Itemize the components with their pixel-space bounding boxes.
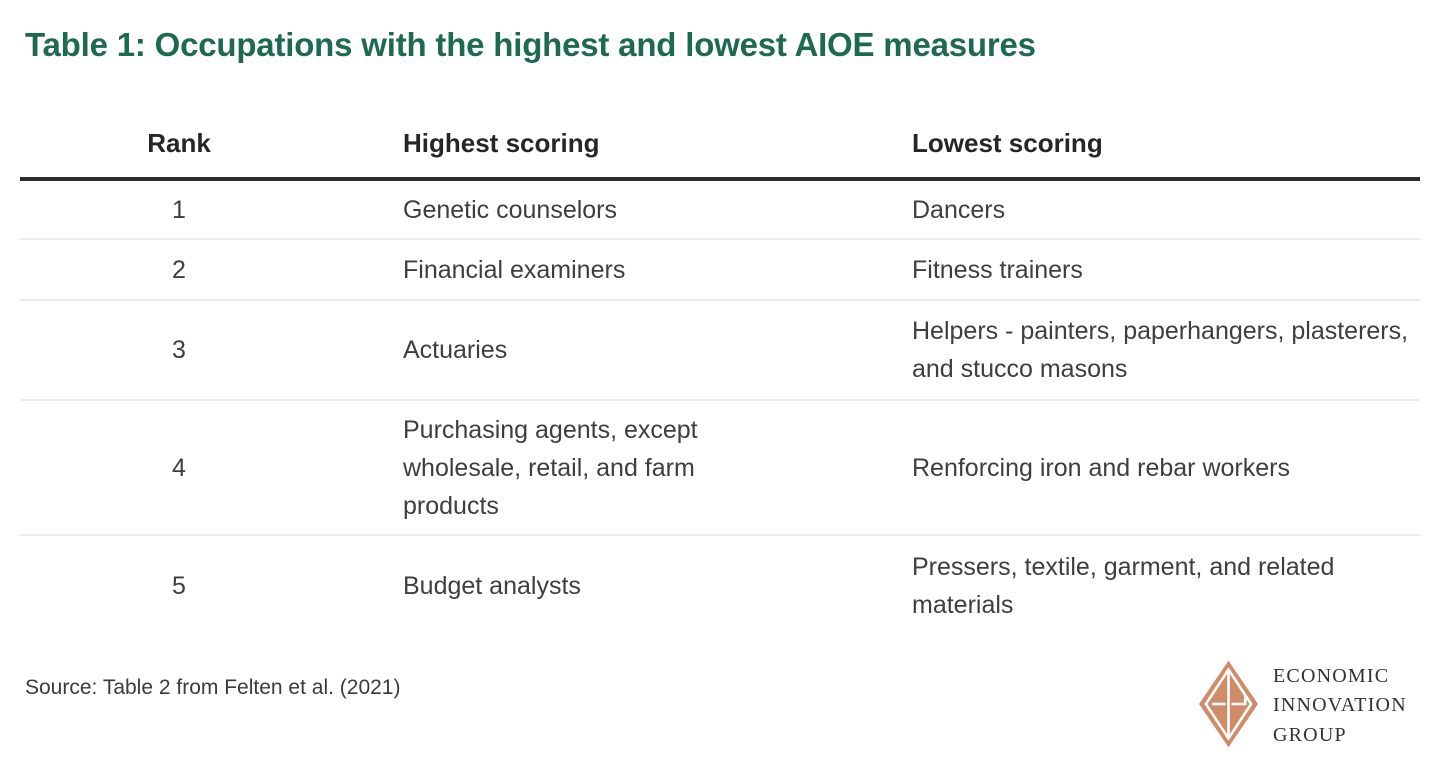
highest-scoring-cell: Financial examiners xyxy=(403,255,626,284)
eig-logo: ECONOMIC INNOVATION GROUP xyxy=(1199,660,1407,750)
table-body: 1 Genetic counselors Dancers 2 Financial… xyxy=(20,181,1420,636)
lowest-scoring-cell: Renforcing iron and rebar workers xyxy=(912,453,1290,482)
highest-scoring-cell: Genetic counselors xyxy=(403,195,618,224)
table-row: 2 Financial examiners Fitness trainers xyxy=(20,238,1420,299)
eig-wordmark-line: ECONOMIC xyxy=(1273,665,1390,687)
lowest-scoring-cell: Helpers - painters, paperhangers, plaste… xyxy=(912,317,1409,383)
highest-scoring-cell: Purchasing agents, except wholesale, ret… xyxy=(403,415,698,520)
table-row: 4 Purchasing agents, except wholesale, r… xyxy=(20,399,1420,534)
rank-cell: 1 xyxy=(172,195,186,224)
highest-scoring-cell: Budget analysts xyxy=(403,572,581,600)
rank-cell: 3 xyxy=(172,336,186,364)
eig-diamond-icon xyxy=(1199,660,1258,748)
column-header-highest: Highest scoring xyxy=(403,128,600,158)
page-title: Table 1: Occupations with the highest an… xyxy=(25,26,1036,63)
eig-wordmark-line: GROUP xyxy=(1273,723,1347,746)
table-row: 3 Actuaries Helpers - painters, paperhan… xyxy=(20,299,1420,399)
lowest-scoring-cell: Pressers, textile, garment, and related … xyxy=(912,553,1335,619)
lowest-scoring-cell: Fitness trainers xyxy=(912,255,1083,284)
source-note: Source: Table 2 from Felten et al. (2021… xyxy=(25,676,401,699)
table-row: 1 Genetic counselors Dancers xyxy=(20,181,1420,238)
eig-wordmark-line: INNOVATION xyxy=(1273,694,1407,717)
rank-cell: 5 xyxy=(172,572,186,600)
rank-cell: 2 xyxy=(172,255,186,284)
table-header-row: Rank Highest scoring Lowest scoring xyxy=(20,110,1420,181)
highest-scoring-cell: Actuaries xyxy=(403,336,508,364)
eig-wordmark: ECONOMIC INNOVATION GROUP xyxy=(1273,662,1407,750)
column-header-lowest: Lowest scoring xyxy=(912,128,1103,158)
table-row: 5 Budget analysts Pressers, textile, gar… xyxy=(20,534,1420,636)
column-header-rank: Rank xyxy=(147,128,211,158)
lowest-scoring-cell: Dancers xyxy=(912,195,1006,224)
rank-cell: 4 xyxy=(172,453,186,482)
aioe-table: Rank Highest scoring Lowest scoring 1 Ge… xyxy=(20,110,1420,636)
